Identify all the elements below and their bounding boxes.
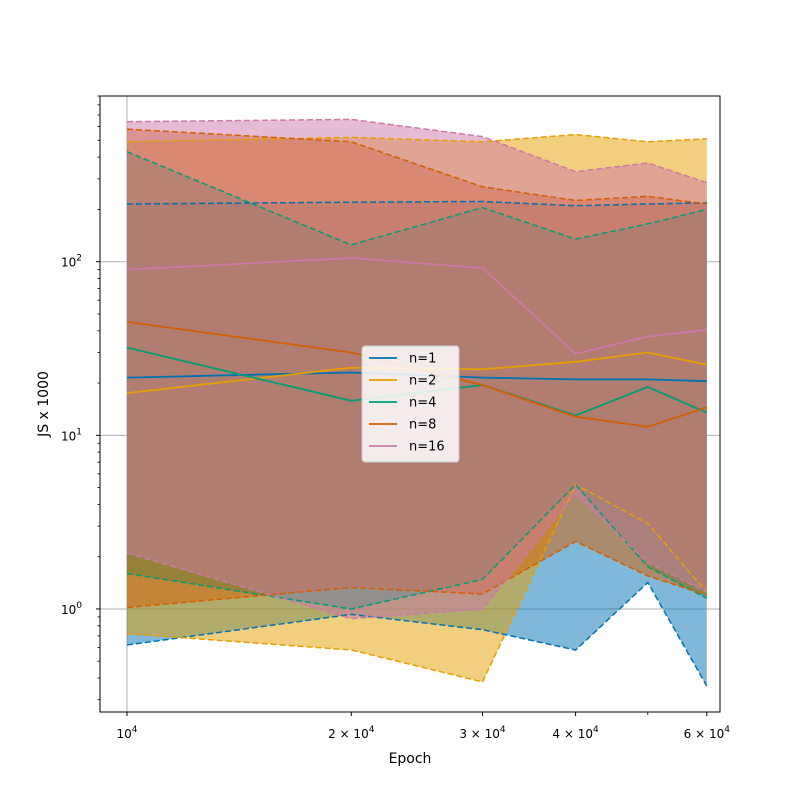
mean-line-n=16 — [126, 257, 707, 355]
lower-bound-n=16 — [126, 492, 708, 620]
legend: n=1 n=2 n=4 n=8 n=16 — [361, 345, 460, 463]
y-tick-label: 101 — [61, 427, 82, 443]
y-tick-label: 102 — [61, 254, 82, 270]
mean-lines — [126, 257, 708, 428]
lower-bound-n=1 — [126, 581, 708, 687]
y-axis-ticks: 100 101 102 — [61, 95, 100, 701]
x-tick-label: 104 — [116, 725, 137, 741]
y-axis-label: JS x 1000 — [36, 371, 52, 438]
lower-bound-n=2 — [126, 483, 708, 683]
upper-bound-n=8 — [126, 128, 707, 205]
bound-lines — [126, 118, 708, 687]
x-tick-label: 3 × 104 — [459, 725, 506, 741]
legend-label: n=2 — [409, 374, 436, 389]
upper-bound-n=4 — [126, 151, 707, 246]
legend-box — [361, 345, 460, 463]
legend-label: n=16 — [409, 440, 445, 455]
upper-bound-n=16 — [126, 118, 708, 184]
mean-line-n=2 — [126, 351, 707, 394]
mean-line-n=1 — [126, 371, 707, 383]
x-axis-label: Epoch — [389, 751, 432, 767]
plot-frame — [99, 95, 721, 713]
x-tick-label: 2 × 104 — [328, 725, 375, 741]
mean-line-n=8 — [126, 321, 708, 428]
x-axis-ticks: 104 2 × 104 3 × 104 4 × 104 6 × 104 — [116, 712, 730, 741]
legend-label: n=1 — [409, 352, 436, 367]
lower-bound-n=4 — [126, 483, 708, 610]
lower-bound-n=8 — [126, 540, 708, 609]
legend-label: n=8 — [409, 418, 436, 433]
upper-bound-n=2 — [126, 133, 707, 143]
y-tick-label: 100 — [61, 601, 82, 617]
legend-label: n=4 — [409, 396, 436, 411]
x-tick-label: 6 × 104 — [684, 725, 731, 741]
x-tick-label: 4 × 104 — [552, 725, 599, 741]
